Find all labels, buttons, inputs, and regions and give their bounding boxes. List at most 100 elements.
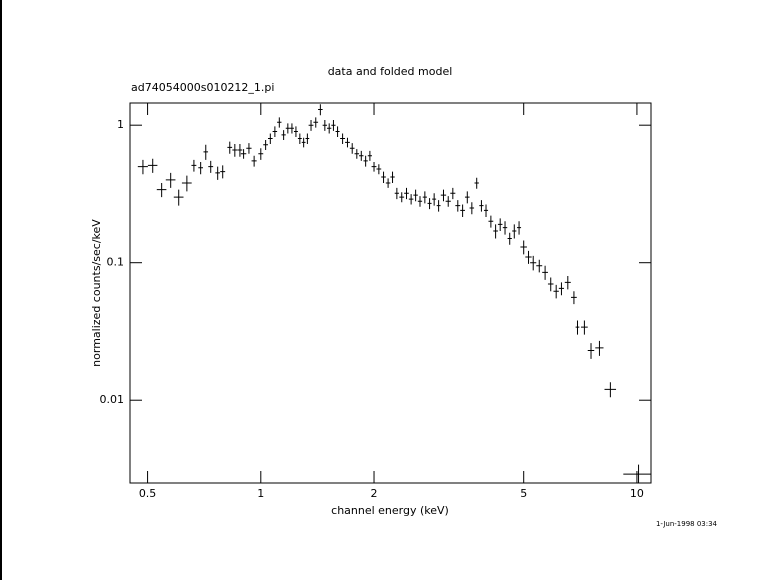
error-bar <box>469 202 475 215</box>
error-bar <box>432 193 437 206</box>
error-bar <box>340 133 346 144</box>
error-bar <box>246 143 252 154</box>
error-bar <box>455 200 461 212</box>
error-bar <box>173 189 184 206</box>
error-bar <box>367 150 372 161</box>
error-bar <box>483 204 489 217</box>
error-bar <box>623 464 651 483</box>
error-bar <box>450 187 456 200</box>
error-bar <box>227 141 233 154</box>
error-bar <box>413 189 418 202</box>
y-tick-label: 0.01 <box>100 393 125 406</box>
error-bar <box>191 159 197 172</box>
error-bar <box>436 200 441 212</box>
plot-frame <box>129 102 652 484</box>
error-bar <box>258 148 264 160</box>
error-bar <box>335 126 340 138</box>
error-bar <box>322 120 328 131</box>
error-bar <box>363 155 368 167</box>
x-tick-label: 10 <box>630 487 644 500</box>
error-bar <box>349 143 355 154</box>
error-bar <box>237 143 243 157</box>
error-bar <box>604 382 617 398</box>
error-bar <box>232 143 238 157</box>
error-bar <box>251 155 257 167</box>
error-bar <box>520 240 527 255</box>
error-bar <box>542 265 548 280</box>
error-bar <box>305 133 310 144</box>
error-bar <box>263 140 268 151</box>
x-tick-label: 5 <box>520 487 527 500</box>
error-bar <box>147 158 158 173</box>
x-axis-label: channel energy (keV) <box>331 504 449 517</box>
error-bar <box>198 161 204 175</box>
error-bar <box>571 291 577 305</box>
error-bar <box>137 159 148 175</box>
error-bar <box>408 194 414 205</box>
error-bar <box>587 343 595 359</box>
error-bar <box>267 133 273 144</box>
error-bar <box>517 221 522 235</box>
error-bar <box>331 120 336 131</box>
error-bar <box>285 123 290 134</box>
error-bar <box>530 255 537 271</box>
y-axis-label: normalized counts/sec/keV <box>90 219 103 367</box>
error-bar <box>345 137 350 148</box>
error-bar <box>203 144 209 160</box>
error-bar <box>381 171 386 183</box>
error-bar <box>497 218 503 232</box>
error-bar <box>318 104 323 116</box>
error-bar <box>507 232 512 245</box>
error-bar <box>558 282 565 296</box>
error-bar <box>445 196 451 207</box>
error-bar <box>417 196 423 207</box>
error-bar <box>512 224 517 239</box>
chart-subtitle: ad74054000s010212_1.pi <box>131 81 274 94</box>
error-bar <box>181 175 192 192</box>
error-bar <box>165 172 176 188</box>
error-bar <box>394 187 399 200</box>
error-bar <box>313 117 319 128</box>
x-tick-label: 2 <box>371 487 378 500</box>
error-bar <box>580 320 588 335</box>
error-bar <box>564 276 571 290</box>
chart-title: data and folded model <box>328 65 453 78</box>
error-bar <box>297 133 302 144</box>
error-bar <box>385 178 391 188</box>
error-bar <box>376 164 382 175</box>
error-bar <box>156 182 167 198</box>
error-bar <box>277 117 282 128</box>
error-bar <box>208 160 214 173</box>
timestamp: 1-Jun-1998 03:34 <box>656 520 718 528</box>
error-bar <box>479 200 484 212</box>
y-tick-label: 1 <box>117 118 124 131</box>
error-bar <box>595 340 604 356</box>
error-bar <box>359 150 364 161</box>
error-bar <box>308 120 314 131</box>
error-bar <box>272 126 278 138</box>
error-bar <box>390 171 395 183</box>
error-bar <box>460 204 465 217</box>
error-bar <box>371 161 377 172</box>
error-bar <box>440 189 447 202</box>
error-bar <box>536 259 543 273</box>
y-tick-label: 0.1 <box>107 256 125 269</box>
error-bar <box>493 224 498 239</box>
x-tick-label: 0.5 <box>139 487 157 500</box>
error-bar <box>289 123 294 134</box>
error-bar <box>427 198 432 210</box>
error-bar <box>399 192 405 203</box>
error-bar <box>240 149 247 159</box>
x-tick-label: 1 <box>257 487 264 500</box>
error-bar <box>553 284 559 299</box>
error-bar <box>525 250 532 264</box>
data-layer <box>137 104 651 483</box>
error-bar <box>488 215 494 228</box>
error-bar <box>502 221 508 235</box>
error-bar <box>474 177 479 189</box>
error-bar <box>327 123 332 134</box>
error-bar <box>464 191 470 204</box>
error-bar <box>354 149 360 159</box>
error-bar <box>281 130 286 141</box>
